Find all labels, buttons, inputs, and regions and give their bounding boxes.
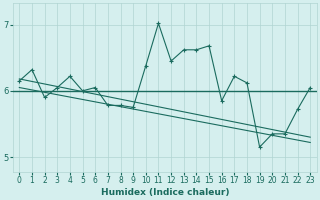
X-axis label: Humidex (Indice chaleur): Humidex (Indice chaleur) bbox=[100, 188, 229, 197]
